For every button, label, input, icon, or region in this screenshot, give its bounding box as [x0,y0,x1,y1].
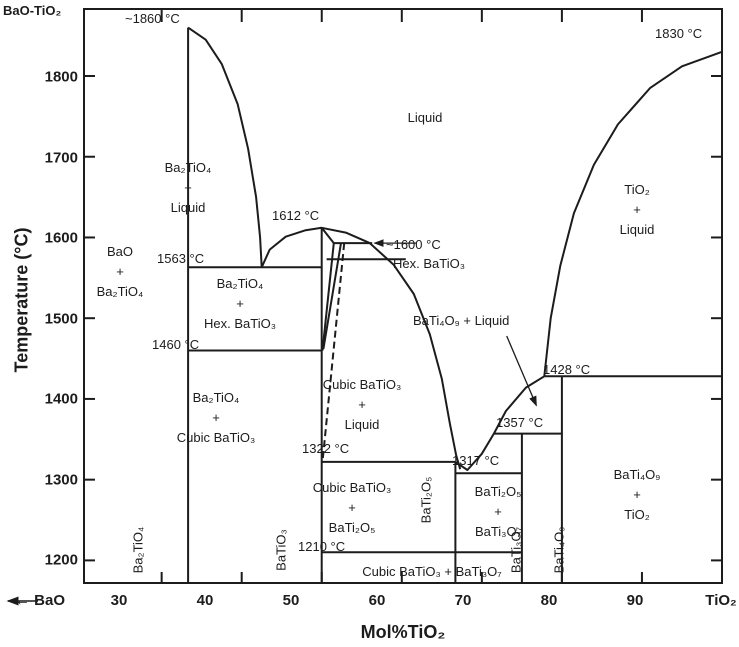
y-tick-label: 1300 [44,471,78,489]
compound-label-bati4o9: BaTi₄O₉ [551,526,567,574]
hex-left-boundary [321,242,335,351]
diagram-system-label: BaO-TiO₂ [3,3,62,18]
y-tick-label: 1700 [44,149,78,167]
region-bao-ba2tio4: BaO + Ba₂TiO₄ [96,244,144,299]
region-cubic-batio3-liquid: Cubic BaTiO₃ + Liquid [322,377,402,432]
region-liquid: Liquid [407,110,443,125]
x-tick-label: 70 [454,592,472,609]
annotation-1460: 1460 °C [152,337,200,352]
liquidus-ba2tio4 [187,26,263,268]
compound-label-ba2tio4: Ba₂TiO₄ [130,526,146,574]
annotation-1830: 1830 °C [655,26,703,41]
region-cubic-batio3-bati3o7: Cubic BaTiO₃ + BaTi₃O₇ [362,564,502,579]
annotation-1322: 1322 °C [302,441,350,456]
y-tick-label: 1200 [44,551,78,569]
y-axis-title: Temperature (°C) [11,227,32,373]
region-ba2tio4-hex-batio3: Ba₂TiO₄ + Hex. BaTiO₃ [204,276,276,331]
y-tick-label: 1500 [44,310,78,328]
cubic-solvus-dashed [321,243,346,462]
region-ba2tio4-cubic-batio3: Ba₂TiO₄ + Cubic BaTiO₃ [176,390,256,445]
y-tick-label: 1400 [44,390,78,408]
y-tick-label: 1600 [44,229,78,247]
liquidus-batio3 [260,226,462,470]
annotation-1612: 1612 °C [272,208,320,223]
hex-right-boundary [322,242,342,350]
x-end-label-tio2: TiO₂ [705,592,737,609]
x-tick-label: 50 [282,592,300,609]
annotation-1210: 1210 °C [298,539,346,554]
arrow-bati4o9-liquid [506,335,537,407]
plot-frame [83,8,723,584]
region-bati4o9-tio2: BaTi₄O₉ + TiO₂ [613,467,661,522]
annotation-bati4o9-liquid: BaTi₄O₉ + Liquid [413,313,510,328]
x-tick-label: 40 [196,592,214,609]
x-tick-label: 60 [368,592,386,609]
annotation-1357: 1357 °C [496,415,544,430]
annotation-1317: 1317 °C [452,453,500,468]
region-bati2o5-bati3o7: BaTi₂O₅ + BaTi₃O₇ [474,484,522,539]
region-cubic-batio3-bati2o5: Cubic BaTiO₃ + BaTi₂O₅ [312,480,392,535]
y-tick-label: 1800 [44,68,78,86]
region-ba2tio4-liquid: Ba₂TiO₄ + Liquid [164,160,212,215]
liquidus-tio2 [543,50,723,377]
x-end-label-bao: ← BaO [14,592,66,609]
region-tio2-liquid: TiO₂ + Liquid [619,182,655,237]
x-tick-label: 30 [110,592,128,609]
compound-label-bati3o7: BaTi₃O₇ [508,526,524,574]
annotation-1860: ~1860 °C [125,11,180,26]
x-tick-label: 80 [540,592,558,609]
x-axis-title: Mol%TiO₂ [360,622,446,642]
compound-label-bati2o5: BaTi₂O₅ [418,476,434,524]
annotation-1600: ~1600 °C [386,237,441,252]
compound-label-batio3: BaTiO₃ [273,529,289,571]
annotation-1563: 1563 °C [157,251,205,266]
x-tick-label: 90 [626,592,644,609]
annotation-1428: 1428 °C [543,362,591,377]
annotation-hex-batio3: Hex. BaTiO₃ [393,256,465,271]
